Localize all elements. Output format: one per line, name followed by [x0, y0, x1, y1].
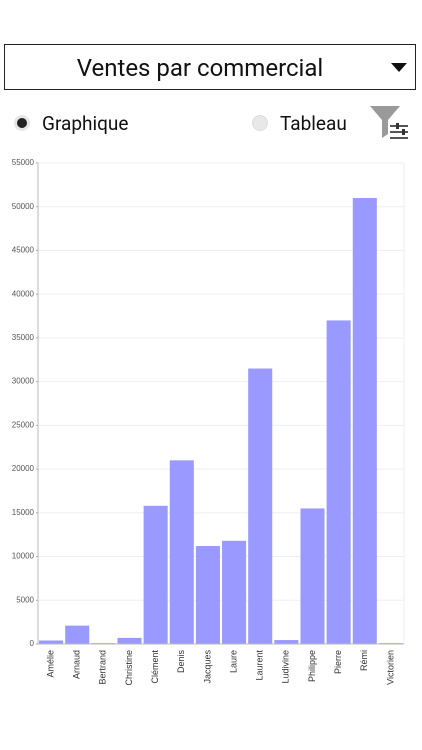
bar [117, 637, 142, 644]
bar [222, 540, 247, 644]
x-tick-label: Philippe [307, 650, 317, 682]
x-tick-label: Rémi [359, 650, 369, 671]
x-tick-label: Arnaud [72, 650, 82, 679]
y-tick-label: 55000 [12, 158, 35, 167]
x-tick-label: Laure [228, 650, 238, 673]
bar [143, 505, 168, 644]
bar [352, 197, 377, 644]
x-tick-label: Laurent [255, 650, 265, 681]
y-tick-label: 15000 [12, 508, 35, 517]
bar [300, 508, 325, 644]
x-tick-label: Christine [124, 650, 134, 686]
y-tick-label: 25000 [12, 420, 35, 429]
bar [248, 368, 273, 644]
x-tick-label: Bertrand [98, 650, 108, 685]
dropdown-arrow [391, 63, 407, 72]
y-tick-label: 45000 [12, 246, 35, 255]
y-tick-label: 40000 [12, 289, 35, 298]
x-tick-label: Pierre [333, 650, 343, 674]
radio-selected [14, 115, 30, 131]
x-tick-label: Victorien [385, 650, 395, 685]
x-tick-label: Denis [176, 650, 186, 674]
x-tick-label: Amélie [45, 650, 55, 678]
bar [65, 625, 90, 644]
x-tick-label: Ludivine [281, 650, 291, 684]
radio-option[interactable]: Tableau [252, 110, 347, 136]
y-tick-label: 50000 [12, 202, 35, 211]
y-tick-label: 35000 [12, 333, 35, 342]
radio-unselected [252, 115, 268, 131]
radio-label: Tableau [280, 111, 347, 135]
x-tick-label: Clément [150, 650, 160, 684]
bar [39, 640, 64, 644]
y-tick-label: 20000 [12, 464, 35, 473]
dropdown-label: Ventes par commercial [76, 54, 324, 82]
radio-label: Graphique [42, 111, 129, 135]
bar [326, 320, 351, 644]
y-tick-label: 10000 [12, 552, 35, 561]
chart: 0 5000 10000 15000 20000 25000 30000 35000 40000… [12, 158, 405, 686]
y-tick-label: 0 [30, 639, 35, 648]
bar [169, 460, 194, 644]
radio-option[interactable]: Graphique [14, 110, 128, 136]
y-tick-label: 5000 [16, 595, 34, 604]
bar [195, 546, 220, 644]
filter-button[interactable] [368, 104, 412, 142]
y-tick-label: 30000 [12, 377, 35, 386]
dropdown[interactable]: Ventes par commercial [4, 44, 416, 90]
x-tick-label: Jacques [202, 650, 212, 684]
bar [274, 640, 299, 644]
